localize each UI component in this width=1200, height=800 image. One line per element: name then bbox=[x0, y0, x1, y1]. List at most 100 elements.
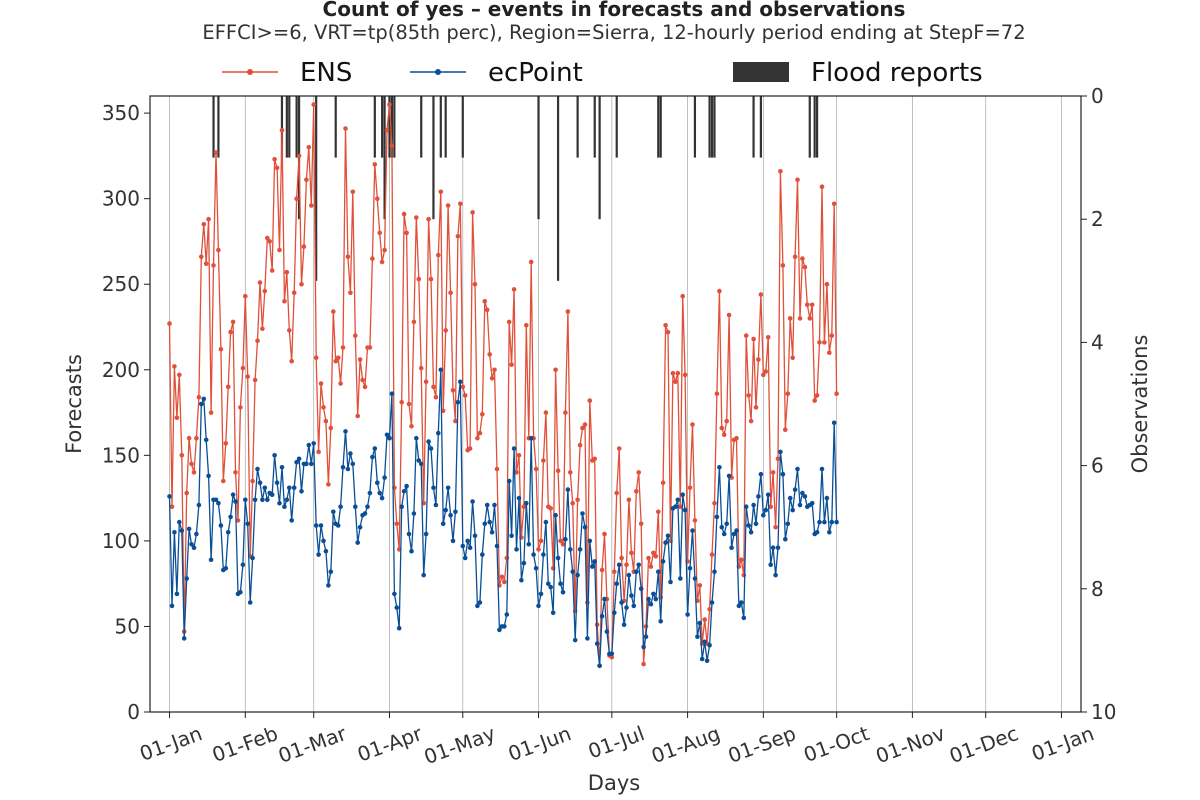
ens-data-point bbox=[372, 162, 378, 167]
ens-data-point bbox=[235, 518, 241, 523]
ecpoint-data-point bbox=[216, 500, 221, 506]
ecpoint-data-point bbox=[631, 603, 637, 609]
x-tick-label: 01-Jan bbox=[136, 721, 205, 766]
ecpoint-data-point bbox=[624, 605, 629, 610]
ecpoint-data-point bbox=[792, 487, 798, 492]
y-tick-label: 200 bbox=[102, 358, 140, 382]
ecpoint-data-point bbox=[379, 495, 385, 501]
ens-data-point bbox=[721, 432, 727, 438]
ens-data-point bbox=[343, 126, 348, 131]
ens-data-point bbox=[436, 252, 441, 258]
y-axis-label: Forecasts bbox=[62, 354, 86, 454]
ens-data-point bbox=[377, 230, 383, 236]
ens-data-point bbox=[785, 391, 791, 397]
ens-data-point bbox=[208, 410, 214, 415]
ecpoint-data-point bbox=[590, 564, 595, 569]
ens-data-point bbox=[538, 538, 544, 544]
ens-data-point bbox=[670, 370, 676, 376]
flood-report-bar bbox=[537, 96, 540, 220]
ens-data-point bbox=[753, 405, 759, 410]
ens-data-point bbox=[487, 352, 493, 357]
ens-data-point bbox=[304, 177, 309, 183]
ens-data-point bbox=[673, 379, 678, 385]
ecpoint-data-point bbox=[555, 555, 561, 561]
ecpoint-data-point bbox=[558, 581, 563, 586]
x-tick-label: 01-Sep bbox=[725, 721, 799, 768]
ens-data-point bbox=[467, 446, 473, 451]
flood-report-bar bbox=[334, 96, 337, 158]
ecpoint-data-point bbox=[350, 461, 356, 467]
ens-data-point bbox=[291, 290, 297, 296]
ecpoint-data-point bbox=[536, 603, 541, 609]
ens-data-point bbox=[255, 338, 260, 344]
ecpoint-data-point bbox=[575, 572, 580, 578]
ens-data-point bbox=[458, 201, 463, 207]
ecpoint-data-point bbox=[172, 530, 177, 535]
ecpoint-data-point bbox=[238, 589, 243, 595]
ens-data-point bbox=[445, 203, 451, 208]
ens-data-point bbox=[221, 478, 226, 484]
ens-data-point bbox=[761, 372, 766, 378]
ecpoint-data-point bbox=[817, 519, 822, 525]
ens-data-point bbox=[797, 316, 803, 321]
ens-data-point bbox=[316, 449, 321, 455]
ens-data-point bbox=[331, 309, 336, 314]
ecpoint-data-point bbox=[372, 446, 378, 451]
ens-data-point bbox=[805, 302, 810, 308]
ens-data-point bbox=[802, 264, 808, 270]
ens-data-point bbox=[629, 550, 634, 556]
ens-data-point bbox=[651, 550, 656, 556]
ecpoint-data-point bbox=[741, 615, 747, 621]
ecpoint-data-point bbox=[353, 504, 358, 510]
ecpoint-data-point bbox=[783, 536, 788, 542]
ecpoint-data-point bbox=[621, 622, 627, 627]
ecpoint-data-point bbox=[257, 480, 263, 486]
legend-item-flood-reports: Flood reports bbox=[733, 58, 983, 88]
ecpoint-data-point bbox=[169, 603, 175, 609]
flood-report-bar bbox=[759, 96, 762, 158]
ens-data-point bbox=[585, 600, 590, 605]
ecpoint-data-point bbox=[687, 566, 693, 571]
ens-data-point bbox=[191, 470, 197, 475]
ecpoint-data-point bbox=[602, 596, 607, 602]
chart-subtitle: EFFCI>=6, VRT=tp(85th perc), Region=Sier… bbox=[202, 21, 1025, 44]
ens-data-point bbox=[577, 442, 583, 448]
ecpoint-data-point bbox=[648, 601, 654, 607]
ecpoint-data-point bbox=[411, 511, 417, 516]
ens-data-point bbox=[624, 562, 629, 568]
ecpoint-data-point bbox=[404, 483, 409, 489]
ecpoint-data-point bbox=[213, 497, 219, 503]
ecpoint-data-point bbox=[707, 643, 712, 648]
flood-report-bar bbox=[815, 96, 819, 158]
ens-data-point bbox=[817, 340, 822, 345]
ens-data-point bbox=[599, 567, 605, 573]
ens-data-point bbox=[484, 307, 490, 313]
ecpoint-data-point bbox=[194, 531, 199, 537]
ecpoint-data-point bbox=[375, 480, 380, 486]
ecpoint-data-point bbox=[294, 459, 299, 465]
ens-data-point bbox=[743, 333, 749, 338]
ecpoint-data-point bbox=[458, 379, 463, 385]
ens-data-point bbox=[824, 281, 830, 287]
ecpoint-data-point bbox=[218, 523, 224, 528]
ecpoint-data-point bbox=[592, 559, 597, 564]
ecpoint-data-point bbox=[389, 391, 395, 397]
ens-data-point bbox=[580, 425, 585, 431]
ecpoint-data-point bbox=[599, 613, 605, 619]
ens-data-point bbox=[414, 215, 419, 220]
ecpoint-data-point bbox=[641, 644, 646, 650]
ecpoint-data-point bbox=[326, 583, 331, 588]
ecpoint-data-point bbox=[338, 504, 343, 510]
ecpoint-data-point bbox=[313, 523, 319, 528]
ecpoint-data-point bbox=[472, 533, 478, 539]
ecpoint-data-point bbox=[291, 485, 297, 491]
y-tick-label: 50 bbox=[115, 614, 140, 638]
ecpoint-data-point bbox=[748, 530, 754, 535]
ecpoint-data-point bbox=[668, 579, 673, 585]
ecpoint-data-point bbox=[287, 485, 292, 491]
ens-data-point bbox=[431, 384, 436, 390]
ens-data-point bbox=[179, 453, 185, 458]
ecpoint-data-point bbox=[565, 487, 571, 492]
ens-data-point bbox=[199, 254, 204, 260]
ecpoint-data-point bbox=[296, 456, 302, 462]
